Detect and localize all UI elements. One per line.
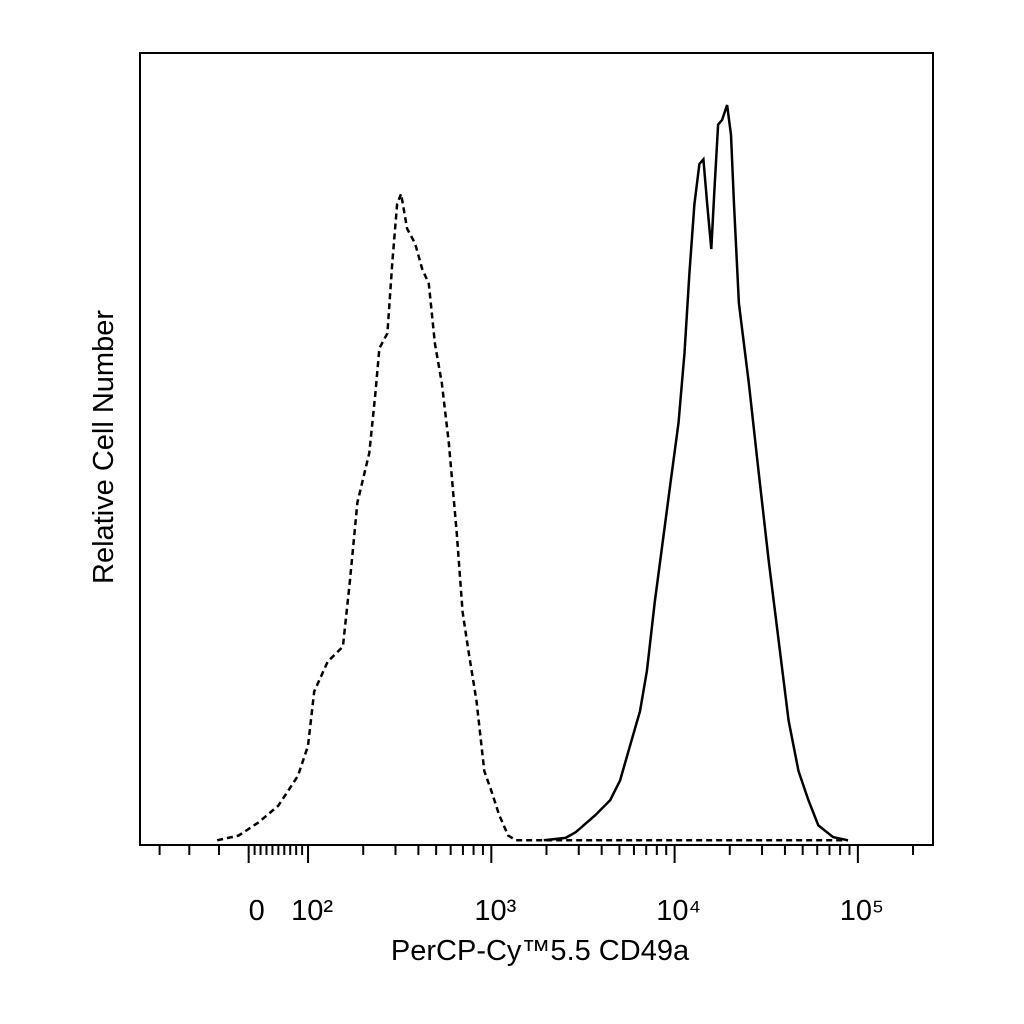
y-axis-label: Relative Cell Number (88, 310, 120, 584)
x-tick-label: 10⁴ (656, 895, 701, 927)
x-tick-label: 10² (291, 895, 333, 927)
plot-frame (139, 52, 934, 846)
x-tick-label: 10⁵ (840, 895, 884, 927)
x-tick-label: 10³ (474, 895, 516, 927)
x-tick-label: 0 (249, 895, 265, 927)
x-axis-label: PerCP-Cy™5.5 CD49a (391, 935, 690, 967)
histogram-line (543, 104, 849, 842)
histogram-line (216, 189, 848, 842)
